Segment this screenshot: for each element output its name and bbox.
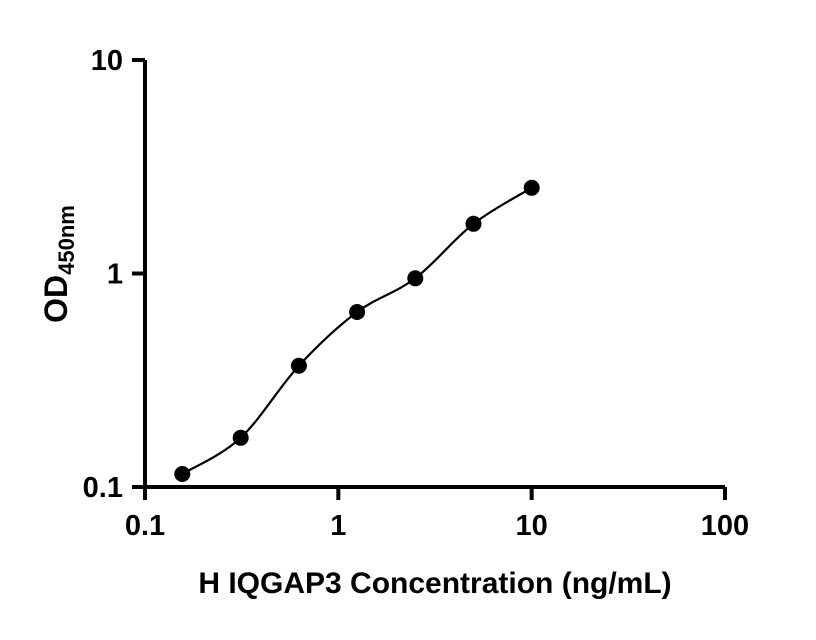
data-point — [232, 429, 249, 446]
y-axis-title-text: OD — [38, 274, 74, 323]
y-axis-title-subscript: 450nm — [54, 205, 79, 275]
data-point — [174, 466, 191, 482]
data-point — [407, 270, 424, 287]
data-point — [465, 215, 482, 232]
y-axis-tick-label: 10 — [91, 45, 123, 77]
y-axis-tick-label: 0.1 — [83, 472, 123, 504]
y-axis-tick-label: 1 — [107, 259, 123, 291]
x-axis-tick-label: 1 — [330, 510, 346, 542]
data-point — [290, 357, 307, 374]
x-axis-tick-label: 10 — [516, 510, 548, 542]
data-point — [523, 179, 540, 196]
x-axis-tick-label: 100 — [701, 510, 749, 542]
y-axis-title: OD450nm — [38, 205, 79, 323]
x-axis-title: H IQGAP3 Concentration (ng/mL) — [198, 567, 672, 600]
fit-curve — [181, 186, 533, 475]
x-axis-tick-label: 0.1 — [125, 510, 165, 542]
axes — [143, 60, 725, 489]
data-point — [349, 304, 366, 320]
